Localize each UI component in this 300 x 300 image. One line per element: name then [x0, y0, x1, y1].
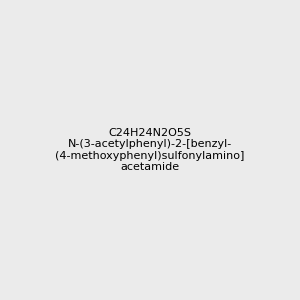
Text: C24H24N2O5S
N-(3-acetylphenyl)-2-[benzyl-
(4-methoxyphenyl)sulfonylamino]
acetam: C24H24N2O5S N-(3-acetylphenyl)-2-[benzyl…: [55, 128, 245, 172]
